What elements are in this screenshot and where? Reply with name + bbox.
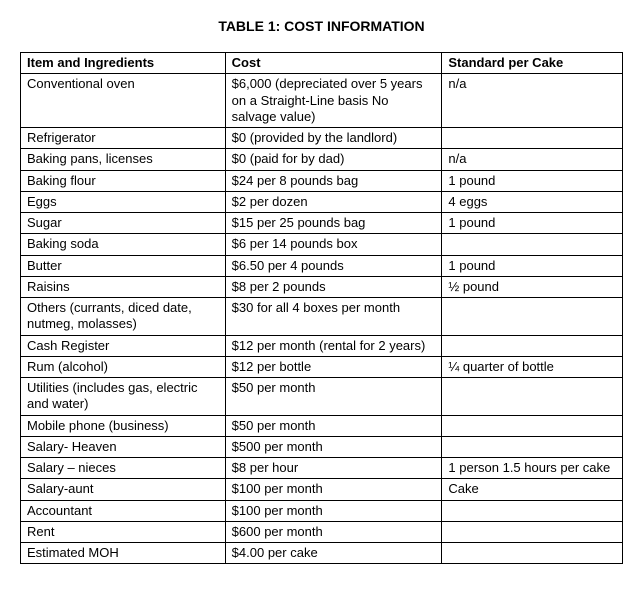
cell-cost: $30 for all 4 boxes per month — [225, 298, 442, 336]
cell-std: 1 person 1.5 hours per cake — [442, 458, 623, 479]
cell-cost: $12 per bottle — [225, 356, 442, 377]
cell-cost: $500 per month — [225, 436, 442, 457]
cell-cost: $6.50 per 4 pounds — [225, 255, 442, 276]
table-row: Utilities (includes gas, electric and wa… — [21, 378, 623, 416]
col-header-standard: Standard per Cake — [442, 53, 623, 74]
cell-item: Salary- Heaven — [21, 436, 226, 457]
cell-std — [442, 298, 623, 336]
cell-std — [442, 234, 623, 255]
cell-item: Rum (alcohol) — [21, 356, 226, 377]
cell-item: Cash Register — [21, 335, 226, 356]
cell-std: 4 eggs — [442, 191, 623, 212]
cell-cost: $12 per month (rental for 2 years) — [225, 335, 442, 356]
cell-cost: $6 per 14 pounds box — [225, 234, 442, 255]
page-container: TABLE 1: COST INFORMATION Item and Ingre… — [0, 0, 643, 594]
cell-cost: $0 (paid for by dad) — [225, 149, 442, 170]
cell-cost: $2 per dozen — [225, 191, 442, 212]
cell-std: 1 pound — [442, 255, 623, 276]
table-row: Salary- Heaven$500 per month — [21, 436, 623, 457]
table-row: Conventional oven$6,000 (depreciated ove… — [21, 74, 623, 128]
cell-item: Baking pans, licenses — [21, 149, 226, 170]
cell-item: Estimated MOH — [21, 543, 226, 564]
table-row: Butter$6.50 per 4 pounds1 pound — [21, 255, 623, 276]
table-row: Baking flour$24 per 8 pounds bag1 pound — [21, 170, 623, 191]
table-title: TABLE 1: COST INFORMATION — [20, 18, 623, 34]
cell-std: ¼ quarter of bottle — [442, 356, 623, 377]
cell-std: n/a — [442, 74, 623, 128]
cell-cost: $24 per 8 pounds bag — [225, 170, 442, 191]
cell-cost: $100 per month — [225, 479, 442, 500]
table-header-row: Item and Ingredients Cost Standard per C… — [21, 53, 623, 74]
cell-std — [442, 335, 623, 356]
cell-std — [442, 128, 623, 149]
cell-std — [442, 436, 623, 457]
table-row: Refrigerator$0 (provided by the landlord… — [21, 128, 623, 149]
table-row: Cash Register$12 per month (rental for 2… — [21, 335, 623, 356]
table-row: Accountant$100 per month — [21, 500, 623, 521]
cell-cost: $15 per 25 pounds bag — [225, 213, 442, 234]
cell-item: Baking flour — [21, 170, 226, 191]
cell-std — [442, 378, 623, 416]
table-row: Rent$600 per month — [21, 521, 623, 542]
cell-std: 1 pound — [442, 170, 623, 191]
cell-cost: $8 per hour — [225, 458, 442, 479]
cell-item: Refrigerator — [21, 128, 226, 149]
cell-std — [442, 543, 623, 564]
table-row: Mobile phone (business)$50 per month — [21, 415, 623, 436]
cell-item: Others (currants, diced date, nutmeg, mo… — [21, 298, 226, 336]
cell-std — [442, 415, 623, 436]
table-row: Eggs$2 per dozen4 eggs — [21, 191, 623, 212]
cell-item: Mobile phone (business) — [21, 415, 226, 436]
cell-item: Conventional oven — [21, 74, 226, 128]
cell-cost: $50 per month — [225, 415, 442, 436]
table-row: Salary-aunt$100 per monthCake — [21, 479, 623, 500]
cell-std: Cake — [442, 479, 623, 500]
table-row: Salary – nieces$8 per hour1 person 1.5 h… — [21, 458, 623, 479]
table-row: Estimated MOH$4.00 per cake — [21, 543, 623, 564]
cell-item: Accountant — [21, 500, 226, 521]
cell-std: n/a — [442, 149, 623, 170]
cell-std: 1 pound — [442, 213, 623, 234]
cell-cost: $0 (provided by the landlord) — [225, 128, 442, 149]
cell-cost: $6,000 (depreciated over 5 years on a St… — [225, 74, 442, 128]
cost-table: Item and Ingredients Cost Standard per C… — [20, 52, 623, 564]
table-row: Rum (alcohol)$12 per bottle¼ quarter of … — [21, 356, 623, 377]
col-header-cost: Cost — [225, 53, 442, 74]
cell-cost: $50 per month — [225, 378, 442, 416]
table-row: Raisins$8 per 2 pounds½ pound — [21, 276, 623, 297]
cell-item: Salary-aunt — [21, 479, 226, 500]
cell-item: Butter — [21, 255, 226, 276]
cell-item: Sugar — [21, 213, 226, 234]
cell-item: Eggs — [21, 191, 226, 212]
table-row: Sugar$15 per 25 pounds bag1 pound — [21, 213, 623, 234]
cell-std — [442, 521, 623, 542]
col-header-item: Item and Ingredients — [21, 53, 226, 74]
cell-std — [442, 500, 623, 521]
cell-item: Baking soda — [21, 234, 226, 255]
cell-item: Rent — [21, 521, 226, 542]
cell-cost: $600 per month — [225, 521, 442, 542]
table-row: Others (currants, diced date, nutmeg, mo… — [21, 298, 623, 336]
cell-std: ½ pound — [442, 276, 623, 297]
cell-item: Utilities (includes gas, electric and wa… — [21, 378, 226, 416]
cell-cost: $8 per 2 pounds — [225, 276, 442, 297]
cell-cost: $4.00 per cake — [225, 543, 442, 564]
cell-item: Salary – nieces — [21, 458, 226, 479]
cell-item: Raisins — [21, 276, 226, 297]
table-row: Baking soda$6 per 14 pounds box — [21, 234, 623, 255]
table-body: Conventional oven$6,000 (depreciated ove… — [21, 74, 623, 564]
table-row: Baking pans, licenses$0 (paid for by dad… — [21, 149, 623, 170]
cell-cost: $100 per month — [225, 500, 442, 521]
